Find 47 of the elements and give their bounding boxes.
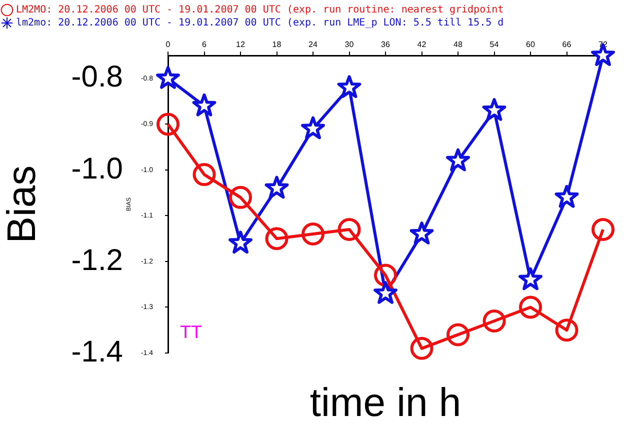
y-tick-label: -1.2	[71, 244, 123, 277]
y-tick-label: -1.4	[71, 335, 123, 368]
x-tick-label: 48	[454, 40, 463, 50]
point	[374, 281, 398, 304]
point	[264, 176, 289, 199]
point	[410, 336, 434, 360]
legend-label: lm2mo: 20.12.2006 00 UTC - 19.01.2007 00 UTC (exp. run LME_p LON: 5.5 till 15.5 d	[16, 18, 504, 29]
point	[446, 148, 470, 172]
point	[192, 163, 216, 186]
point	[482, 98, 506, 121]
point	[302, 222, 324, 246]
point	[337, 75, 362, 98]
point	[338, 218, 361, 241]
y-tick-label: -1.0	[71, 152, 123, 186]
x-tick-label: 54	[490, 40, 500, 50]
x-axis-title: time in h	[310, 381, 462, 426]
x-tick-label: 0	[166, 40, 171, 50]
point	[592, 218, 614, 241]
point	[374, 264, 397, 287]
point	[518, 267, 542, 290]
point	[229, 186, 252, 209]
point	[265, 227, 288, 250]
x-tick-label: 42	[417, 40, 427, 50]
x-tick-label: 66	[562, 40, 572, 50]
annotation: TT	[180, 322, 202, 342]
point	[228, 230, 252, 254]
point	[591, 43, 615, 66]
x-tick-label: 18	[272, 40, 282, 50]
x-tick-label: 36	[381, 40, 390, 50]
point	[156, 66, 180, 89]
point	[156, 112, 180, 136]
point	[554, 184, 579, 208]
x-tick-label: 12	[236, 40, 246, 50]
legend-label: LM2MO: 20.12.2006 00 UTC - 19.01.2007 00 UTC (exp. run routine: nearest gridpoint	[16, 4, 504, 16]
y-axis-title: Bias	[0, 165, 44, 244]
x-tick-label: 24	[308, 40, 318, 50]
y-tick-label: -0.8	[71, 60, 123, 94]
x-tick-label: 30	[344, 40, 354, 50]
point	[410, 222, 434, 244]
point	[519, 296, 542, 319]
point	[301, 116, 325, 140]
x-tick-label: 6	[202, 40, 208, 50]
point	[482, 309, 506, 332]
point	[555, 318, 578, 342]
point	[192, 93, 216, 116]
x-tick-label: 60	[526, 40, 536, 50]
point	[446, 323, 470, 346]
